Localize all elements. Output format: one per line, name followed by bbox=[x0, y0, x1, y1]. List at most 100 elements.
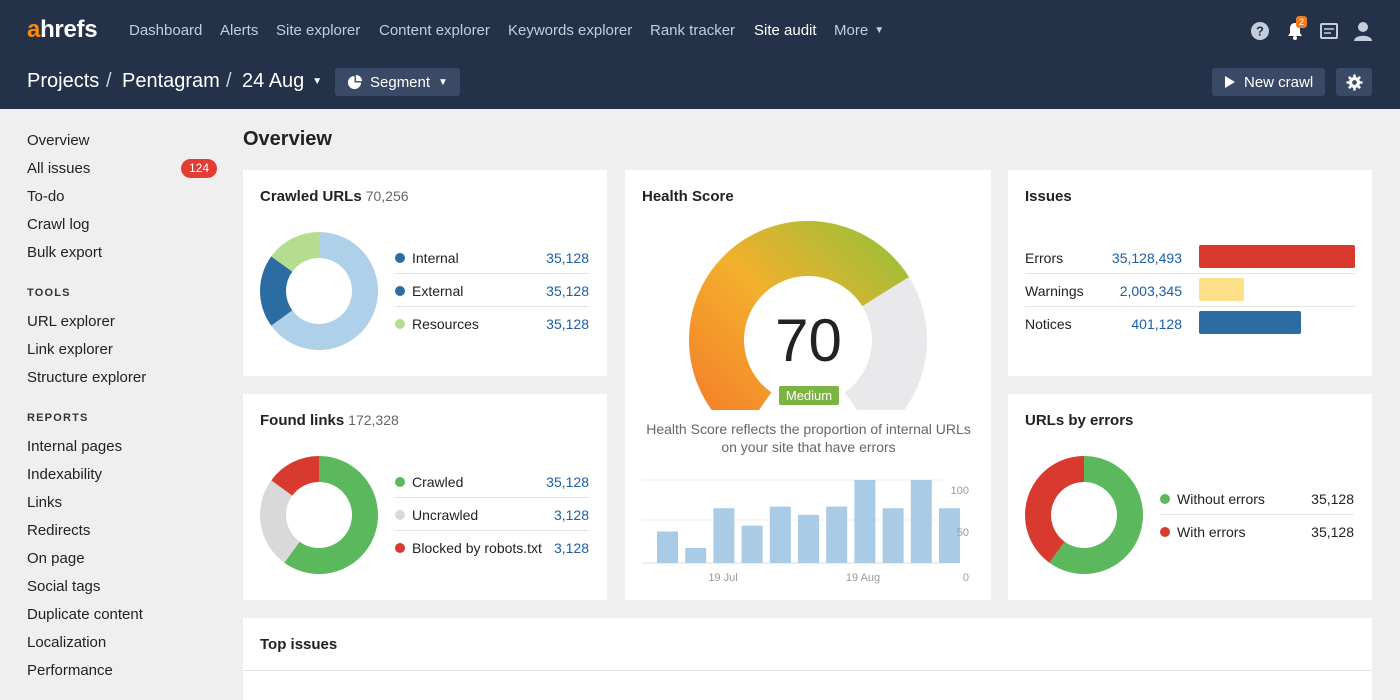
health-score-card: Health Score 70 Medium Health Score refl… bbox=[625, 170, 991, 600]
nav-content-explorer[interactable]: Content explorer bbox=[379, 22, 490, 39]
health-history-bar bbox=[685, 548, 707, 563]
legend-value-link[interactable]: 35,128 bbox=[546, 250, 589, 266]
legend-value-link[interactable]: 35,128 bbox=[546, 316, 589, 332]
donut-slice-internal bbox=[271, 232, 378, 350]
chevron-down-icon: ▼ bbox=[874, 25, 885, 36]
top-nav: ahrefs Dashboard Alerts Site explorer Co… bbox=[0, 0, 1400, 62]
nav-alerts[interactable]: Alerts bbox=[220, 22, 259, 39]
sidebar-item-todo[interactable]: To-do bbox=[27, 188, 65, 205]
issue-row-warnings: Warnings 2,003,345 bbox=[1025, 274, 1355, 307]
user-icon[interactable] bbox=[1353, 21, 1373, 41]
breadcrumb-date-selector[interactable]: 24 Aug ▼ bbox=[242, 70, 322, 93]
health-history-bar bbox=[713, 508, 735, 563]
segment-button[interactable]: Segment ▼ bbox=[335, 68, 460, 96]
health-history-bar bbox=[826, 506, 848, 563]
health-history-bar bbox=[769, 506, 791, 563]
donut-slice-resources bbox=[271, 232, 319, 272]
health-history-bar bbox=[882, 508, 904, 563]
y-tick-label: 100 bbox=[951, 485, 969, 497]
legend-row-external: External 35,128 bbox=[395, 274, 589, 307]
urls-by-errors-card: URLs by errors Without errors 35,128 Wit… bbox=[1008, 394, 1372, 600]
sidebar-item-redirects[interactable]: Redirects bbox=[27, 522, 91, 539]
play-icon bbox=[1225, 76, 1235, 88]
settings-button[interactable] bbox=[1336, 68, 1372, 96]
issue-value-link[interactable]: 35,128,493 bbox=[1111, 250, 1182, 266]
legend-row-crawled: Crawled 35,128 bbox=[395, 465, 589, 498]
nav-site-audit[interactable]: Site audit bbox=[754, 22, 817, 39]
sidebar-heading-reports: REPORTS bbox=[27, 412, 89, 424]
issue-value-link[interactable]: 2,003,345 bbox=[1119, 283, 1182, 299]
sidebar-item-link-explorer[interactable]: Link explorer bbox=[27, 341, 113, 358]
health-score-gauge bbox=[689, 221, 927, 410]
sidebar-item-duplicate-content[interactable]: Duplicate content bbox=[27, 606, 143, 623]
y-tick-label: 0 bbox=[963, 572, 969, 584]
top-issues-card: Top issues bbox=[243, 618, 1372, 700]
sidebar-item-all-issues[interactable]: All issues bbox=[27, 160, 91, 177]
issues-title: Issues bbox=[1025, 188, 1072, 205]
legend-value: 35,128 bbox=[1311, 491, 1354, 507]
logo-accent: a bbox=[27, 16, 41, 43]
legend-label: Uncrawled bbox=[412, 507, 479, 523]
donut-slice-crawled bbox=[284, 456, 378, 574]
nav-dashboard[interactable]: Dashboard bbox=[129, 22, 203, 39]
nav-site-explorer[interactable]: Site explorer bbox=[276, 22, 361, 39]
notes-icon[interactable] bbox=[1319, 21, 1339, 41]
sidebar-item-bulk-export[interactable]: Bulk export bbox=[27, 244, 103, 261]
issue-bar bbox=[1199, 278, 1244, 301]
sidebar-item-internal-pages[interactable]: Internal pages bbox=[27, 438, 123, 455]
health-history-bar bbox=[939, 508, 960, 563]
card-title: Found links 172,328 bbox=[260, 412, 399, 429]
sidebar-heading-tools: TOOLS bbox=[27, 287, 71, 299]
legend-row-resources: Resources 35,128 bbox=[395, 307, 589, 340]
x-tick-label: 19 Aug bbox=[846, 572, 880, 584]
breadcrumb-projects[interactable]: Projects bbox=[27, 70, 100, 92]
found-links-card: Found links 172,328 Crawled 35,128 Uncraw… bbox=[243, 394, 607, 600]
legend-label: Internal bbox=[412, 250, 459, 266]
issue-value-link[interactable]: 401,128 bbox=[1131, 316, 1182, 332]
issues-count-badge: 124 bbox=[181, 159, 217, 178]
crawled-urls-donut bbox=[260, 232, 378, 350]
donut-slice-with-errors bbox=[1025, 456, 1084, 563]
sidebar-item-on-page[interactable]: On page bbox=[27, 550, 85, 567]
issues-card: Issues Errors 35,128,493 Warnings 2,003,… bbox=[1008, 170, 1372, 376]
x-tick-label: 19 Jul bbox=[708, 572, 737, 584]
donut-slice-uncrawled bbox=[260, 480, 300, 563]
nav-more[interactable]: More ▼ bbox=[834, 22, 884, 39]
legend-dot bbox=[395, 286, 405, 296]
crawled-urls-total: 70,256 bbox=[365, 188, 409, 204]
health-history-bar bbox=[910, 480, 932, 563]
sidebar-item-structure-explorer[interactable]: Structure explorer bbox=[27, 369, 147, 386]
nav-rank-tracker[interactable]: Rank tracker bbox=[650, 22, 736, 39]
legend-value-link[interactable]: 3,128 bbox=[553, 540, 589, 556]
sidebar-item-overview[interactable]: Overview bbox=[27, 132, 90, 149]
sidebar-item-indexability[interactable]: Indexability bbox=[27, 466, 103, 483]
legend-label: With errors bbox=[1177, 524, 1246, 540]
sidebar-item-crawl-log[interactable]: Crawl log bbox=[27, 216, 90, 233]
breadcrumb-pentagram[interactable]: Pentagram bbox=[122, 70, 220, 92]
issue-row-notices: Notices 401,128 bbox=[1025, 307, 1355, 340]
sidebar-item-links[interactable]: Links bbox=[27, 494, 63, 511]
donut-slice-without-errors bbox=[1049, 456, 1143, 574]
legend-row-internal: Internal 35,128 bbox=[395, 241, 589, 274]
legend-row-uncrawled: Uncrawled 3,128 bbox=[395, 498, 589, 531]
sidebar-item-social-tags[interactable]: Social tags bbox=[27, 578, 101, 595]
legend-value-link[interactable]: 35,128 bbox=[546, 474, 589, 490]
y-tick-label: 50 bbox=[957, 527, 969, 539]
help-icon[interactable]: ? bbox=[1250, 21, 1270, 41]
legend-dot bbox=[395, 477, 405, 487]
legend-value-link[interactable]: 35,128 bbox=[546, 283, 589, 299]
legend-value-link[interactable]: 3,128 bbox=[553, 507, 589, 523]
health-level-badge: Medium bbox=[779, 386, 839, 405]
nav-keywords-explorer[interactable]: Keywords explorer bbox=[508, 22, 633, 39]
gauge-fill bbox=[689, 221, 909, 410]
issue-bar bbox=[1199, 245, 1355, 268]
ahrefs-logo[interactable]: ahrefs bbox=[27, 16, 98, 44]
sidebar-item-localization[interactable]: Localization bbox=[27, 634, 107, 651]
crawled-urls-card: Crawled URLs 70,256 Internal 35,128 Exter… bbox=[243, 170, 607, 376]
legend-value: 35,128 bbox=[1311, 524, 1354, 540]
sidebar-item-url-explorer[interactable]: URL explorer bbox=[27, 313, 115, 330]
donut-slice-external bbox=[260, 256, 293, 326]
new-crawl-button[interactable]: New crawl bbox=[1212, 68, 1326, 96]
sidebar-item-performance[interactable]: Performance bbox=[27, 662, 113, 679]
notification-count-badge: 2 bbox=[1296, 16, 1308, 28]
